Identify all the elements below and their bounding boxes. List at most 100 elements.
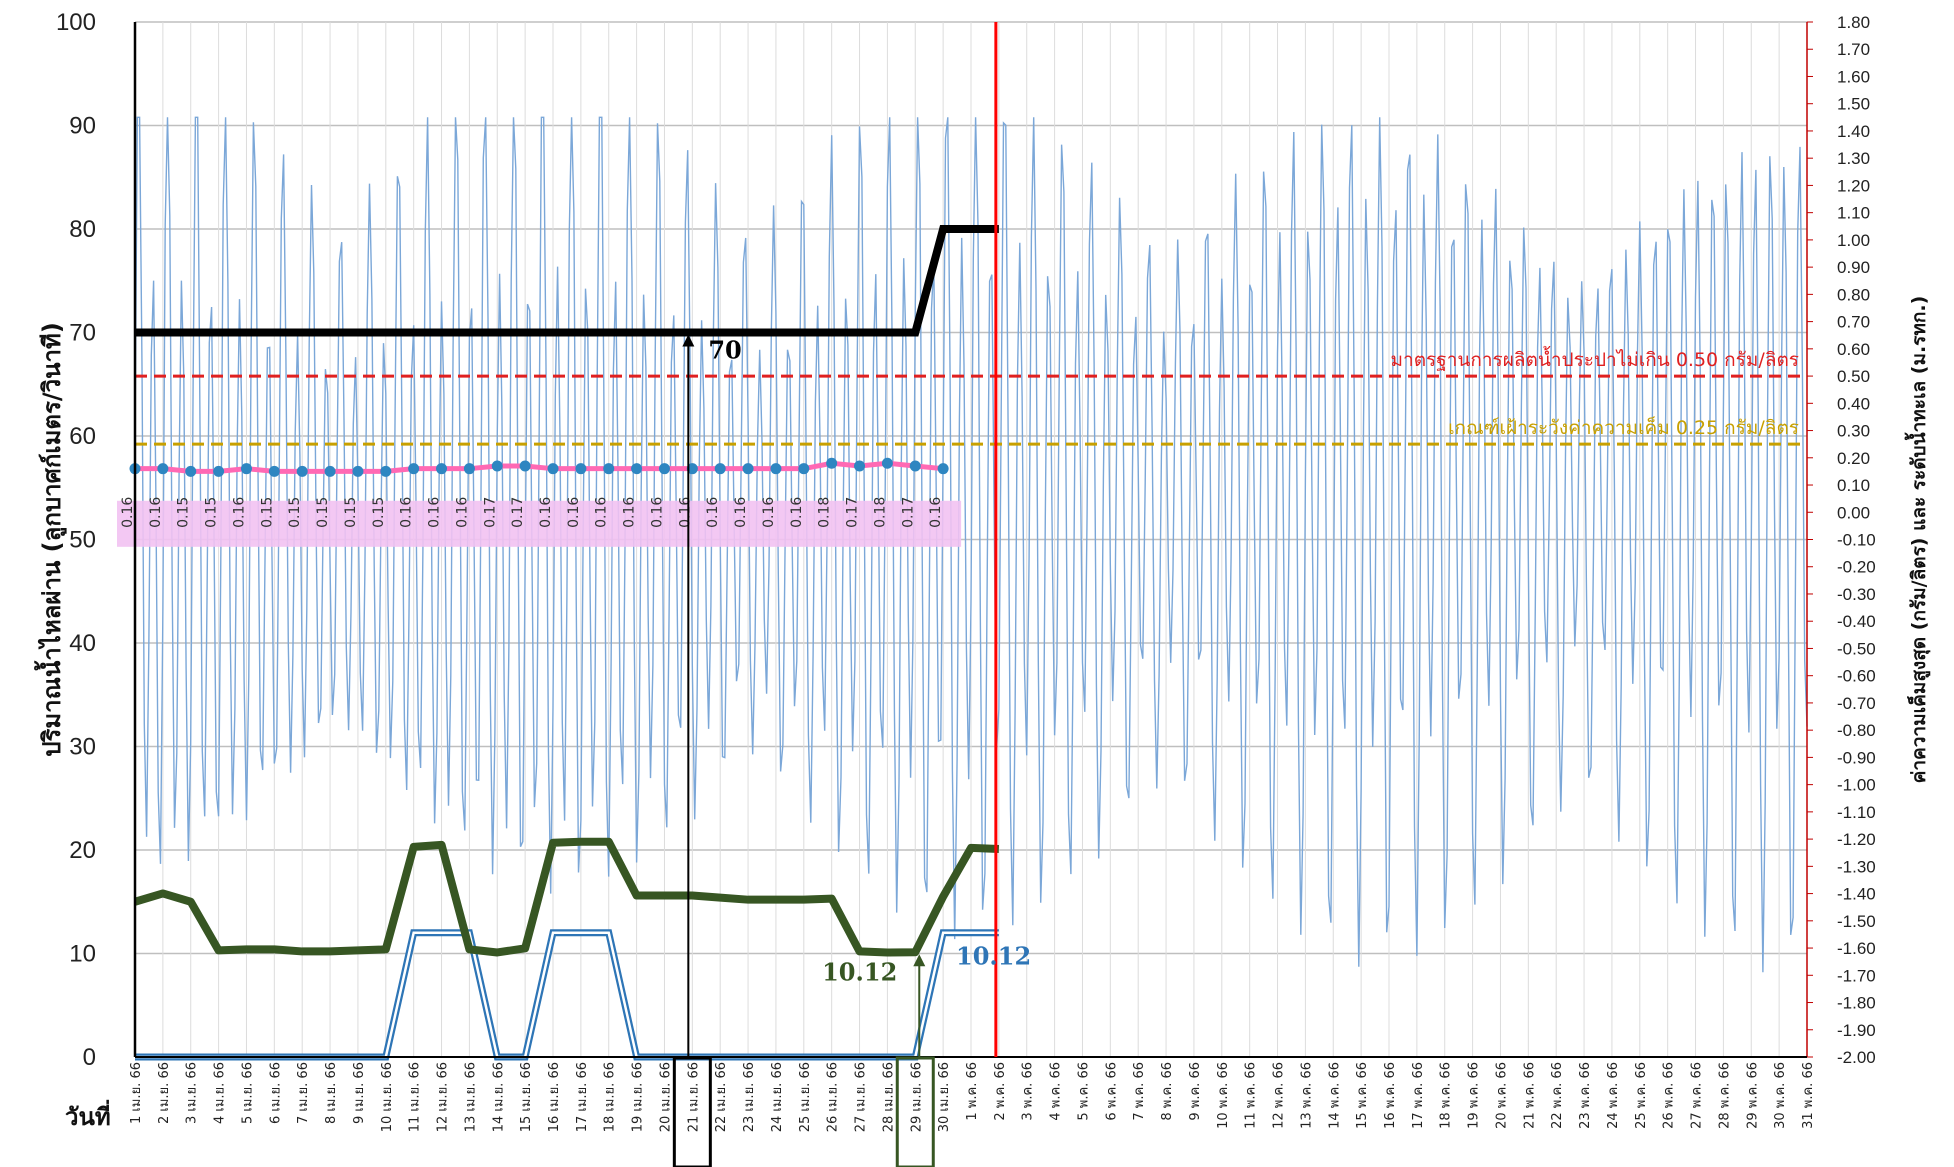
x-tick: 2 พ.ค. 66: [993, 1062, 1008, 1121]
y-right-tick: 0.60: [1837, 340, 1870, 359]
salinity-point: [213, 465, 225, 477]
y-left-tick: 90: [69, 113, 96, 140]
y-right-tick: 0.20: [1837, 449, 1870, 468]
salinity-label: 0.16: [594, 497, 610, 528]
y-right-tick: -1.90: [1837, 1021, 1876, 1040]
x-tick: 13 เม.ย. 66: [463, 1062, 478, 1132]
salinity-label: 0.17: [900, 497, 916, 528]
y-right-tick: -1.50: [1837, 912, 1876, 931]
x-tick: 15 เม.ย. 66: [519, 1062, 534, 1132]
x-tick: 29 เม.ย. 66: [909, 1062, 924, 1132]
x-tick: 23 พ.ค. 66: [1578, 1062, 1593, 1129]
x-tick: 8 เม.ย. 66: [324, 1062, 339, 1124]
x-tick: 18 เม.ย. 66: [603, 1062, 618, 1132]
y-left-tick: 80: [69, 216, 96, 243]
y-right-tick: -1.40: [1837, 885, 1876, 904]
salinity-label: 0.17: [510, 497, 526, 528]
salinity-label-band: [117, 500, 962, 547]
salinity-point: [854, 460, 866, 472]
salinity-label: 0.17: [845, 497, 861, 528]
salinity-label: 0.16: [231, 497, 247, 528]
salinity-point: [408, 463, 420, 475]
salinity-label: 0.16: [677, 497, 693, 528]
salinity-point: [436, 463, 448, 475]
salinity-label: 0.16: [566, 497, 582, 528]
callout-blue: 10.12: [956, 941, 1031, 970]
x-tick: 7 เม.ย. 66: [296, 1062, 311, 1124]
x-tick: 27 เม.ย. 66: [854, 1062, 869, 1132]
y-right-tick: -1.30: [1837, 857, 1876, 876]
x-tick: 8 พ.ค. 66: [1160, 1062, 1175, 1121]
salinity-label: 0.16: [649, 497, 665, 528]
y-right-tick: 1.80: [1837, 13, 1870, 32]
x-tick: 22 พ.ค. 66: [1550, 1062, 1565, 1129]
salinity-label: 0.16: [733, 497, 749, 528]
sea-level-series: [134, 116, 1808, 973]
x-tick: 15 พ.ค. 66: [1355, 1062, 1370, 1129]
salinity-point: [157, 463, 169, 475]
y-right-tick: -0.30: [1837, 585, 1876, 604]
salinity-label: 0.16: [148, 497, 164, 528]
green-flow-line: [133, 837, 1000, 957]
salinity-label: 0.15: [287, 497, 303, 528]
salinity-label: 0.15: [315, 497, 331, 528]
x-tick: 13 พ.ค. 66: [1299, 1062, 1314, 1129]
salinity-series: 0.16 0.16 0.15 0.15 0.16 0.15 0.15 0.15 0.15 0.15…: [117, 457, 962, 547]
callout-arrowhead: [682, 334, 695, 347]
salinity-point: [268, 465, 280, 477]
salinity-point: [881, 457, 893, 469]
y-right-tick: -1.70: [1837, 966, 1876, 985]
y-right-tick: -0.40: [1837, 612, 1876, 631]
callout-green: 10.12: [822, 957, 897, 986]
y-right-tick: -0.80: [1837, 721, 1876, 740]
salinity-point: [631, 463, 643, 475]
y-right-tick: -1.00: [1837, 776, 1876, 795]
x-tick: 17 เม.ย. 66: [575, 1062, 590, 1132]
x-tick: 12 เม.ย. 66: [436, 1062, 451, 1132]
salinity-point: [909, 460, 921, 472]
salinity-label: 0.16: [120, 497, 136, 528]
x-tick: 12 พ.ค. 66: [1272, 1062, 1287, 1129]
salinity-point: [714, 463, 726, 475]
y-right-title: ค่าความเค็มสูงสุด (กรัม/ลิตร) และ ระดับน…: [1904, 296, 1931, 784]
y-left-tick: 10: [69, 941, 96, 968]
x-tick: 5 เม.ย. 66: [240, 1062, 255, 1124]
y-right-tick: 0.50: [1837, 367, 1870, 386]
y-right-tick: -2.00: [1837, 1048, 1876, 1067]
y-right-tick: -1.10: [1837, 803, 1876, 822]
reference-lines: มาตรฐานการผลิตน้ำประปาไม่เกิน 0.50 กรัม/…: [135, 346, 1807, 446]
x-tick: 1 พ.ค. 66: [965, 1062, 980, 1121]
y-right-tick: 1.60: [1837, 67, 1870, 86]
y-right-tick: -1.60: [1837, 939, 1876, 958]
x-tick: 20 พ.ค. 66: [1494, 1062, 1509, 1129]
x-tick: 18 พ.ค. 66: [1439, 1062, 1454, 1129]
y-right-tick: 1.50: [1837, 95, 1870, 114]
salinity-label: 0.16: [761, 497, 777, 528]
y-right-tick: -0.70: [1837, 694, 1876, 713]
x-tick: 27 พ.ค. 66: [1690, 1062, 1705, 1129]
highlight-date-box: [672, 1056, 712, 1167]
x-tick: 7 พ.ค. 66: [1132, 1062, 1147, 1121]
y-left-tick: 100: [56, 9, 96, 36]
y-right-tick: 1.10: [1837, 204, 1870, 223]
y-right-tick: -0.10: [1837, 531, 1876, 550]
y-right-tick: 0.90: [1837, 258, 1870, 277]
y-right-tick: -0.20: [1837, 558, 1876, 577]
reference-label: มาตรฐานการผลิตน้ำประปาไม่เกิน 0.50 กรัม/…: [1391, 346, 1800, 371]
y-right-tick: -0.50: [1837, 639, 1876, 658]
x-tick: 10 เม.ย. 66: [380, 1062, 395, 1132]
x-tick: 6 พ.ค. 66: [1104, 1062, 1119, 1121]
x-tick: 5 พ.ค. 66: [1076, 1062, 1091, 1121]
salinity-point: [937, 463, 949, 475]
y-right-tick: 1.70: [1837, 40, 1870, 59]
y-left-tick: 0: [83, 1044, 96, 1071]
y-left-tick: 30: [69, 734, 96, 761]
x-axis-title: วันที่: [65, 1099, 111, 1131]
x-tick: 4 เม.ย. 66: [213, 1062, 228, 1124]
salinity-label: 0.15: [371, 497, 387, 528]
salinity-label: 0.16: [705, 497, 721, 528]
salinity-point: [826, 457, 838, 469]
salinity-label: 0.16: [789, 497, 805, 528]
y-right-tick: -0.90: [1837, 748, 1876, 767]
